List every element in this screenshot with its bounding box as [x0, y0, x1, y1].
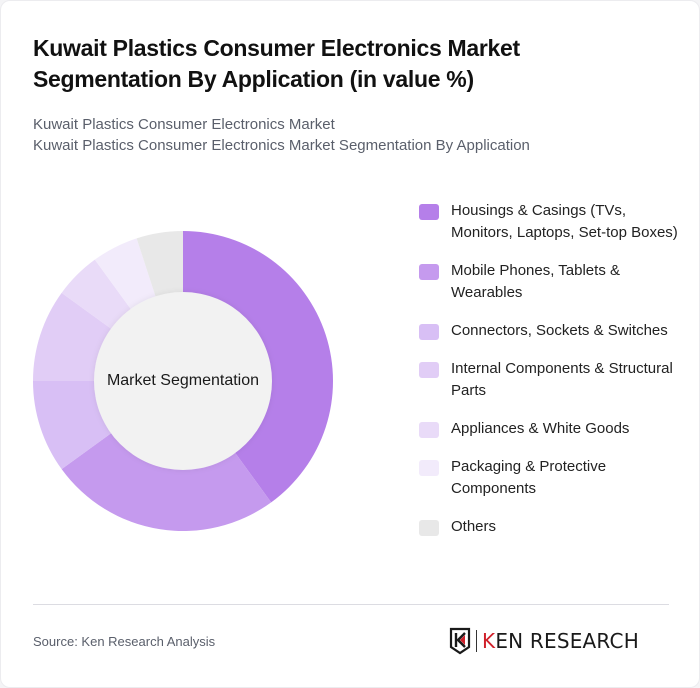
donut-slice[interactable]	[61, 259, 132, 330]
legend-item[interactable]: Appliances & White Goods	[419, 418, 679, 440]
legend-label: Housings & Casings (TVs, Monitors, Lapto…	[451, 202, 678, 241]
legend-swatch	[419, 422, 439, 438]
logo-wordmark: KEN RESEARCH	[482, 629, 639, 653]
chart-title: Kuwait Plastics Consumer Electronics Mar…	[33, 35, 520, 92]
legend-swatch	[419, 362, 439, 378]
donut-slice[interactable]	[61, 432, 272, 531]
legend-label: Appliances & White Goods	[451, 420, 630, 437]
legend-label: Others	[451, 518, 497, 535]
legend-label: Connectors, Sockets & Switches	[451, 322, 668, 339]
donut-slice[interactable]	[94, 238, 156, 310]
donut-slices	[33, 231, 333, 531]
legend-item[interactable]: Internal Components & Structural Parts	[419, 358, 679, 402]
logo-rest: EN RESEARCH	[495, 629, 639, 653]
legend-item[interactable]: Packaging & Protective Components	[419, 456, 679, 500]
legend-swatch	[419, 324, 439, 340]
footer-divider	[33, 604, 669, 605]
legend-item[interactable]: Housings & Casings (TVs, Monitors, Lapto…	[419, 200, 679, 244]
legend-swatch	[419, 520, 439, 536]
legend-item[interactable]: Others	[419, 516, 679, 538]
subtitle-line-2: Kuwait Plastics Consumer Electronics Mar…	[33, 137, 530, 154]
legend-swatch	[419, 204, 439, 220]
donut-slice[interactable]	[183, 231, 333, 503]
legend-label: Packaging & Protective Components	[451, 458, 607, 497]
source-note: Source: Ken Research Analysis	[33, 634, 216, 649]
donut-hole	[94, 292, 272, 470]
donut-slice[interactable]	[33, 292, 112, 381]
donut-slice[interactable]	[136, 231, 183, 298]
legend-item[interactable]: Mobile Phones, Tablets & Wearables	[419, 260, 679, 304]
legend-label: Mobile Phones, Tablets & Wearables	[451, 262, 620, 301]
legend-swatch	[419, 264, 439, 280]
donut-chart: Market Segmentation	[33, 231, 333, 531]
legend-item[interactable]: Connectors, Sockets & Switches	[419, 320, 679, 342]
logo-k: K	[482, 629, 496, 653]
subtitle-line-1: Kuwait Plastics Consumer Electronics Mar…	[33, 116, 335, 133]
chart-subtitle: Kuwait Plastics Consumer Electronics Mar…	[33, 114, 673, 156]
donut-slice[interactable]	[33, 381, 112, 470]
legend-label: Internal Components & Structural Parts	[451, 360, 673, 399]
ken-research-shield-icon	[449, 627, 471, 655]
chart-legend: Housings & Casings (TVs, Monitors, Lapto…	[419, 200, 679, 554]
donut-svg	[33, 231, 333, 531]
legend-swatch	[419, 460, 439, 476]
logo-separator	[476, 630, 477, 652]
ken-research-logo: KEN RESEARCH	[449, 627, 639, 655]
